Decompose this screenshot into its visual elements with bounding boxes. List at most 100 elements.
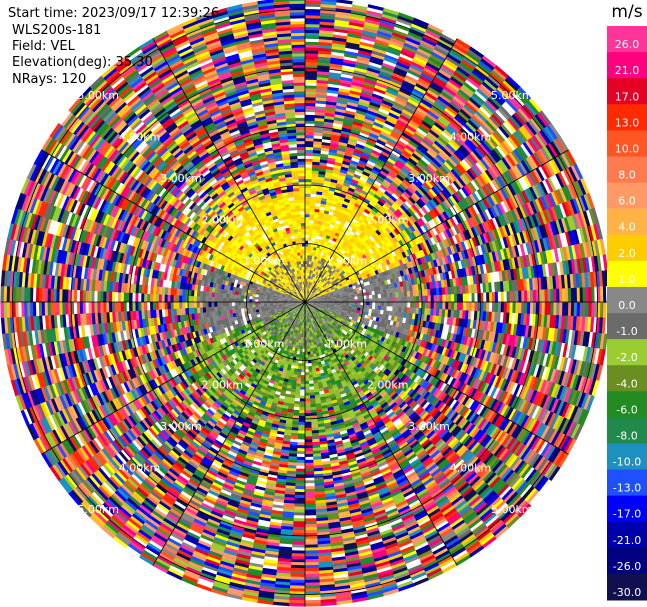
velocity-gate <box>357 403 366 410</box>
velocity-gate <box>461 407 470 418</box>
velocity-gate <box>363 413 371 420</box>
velocity-gate <box>524 487 538 503</box>
velocity-gate <box>536 407 546 423</box>
velocity-gate <box>406 453 417 462</box>
velocity-gate <box>368 386 376 393</box>
velocity-gate <box>304 383 310 388</box>
velocity-gate <box>454 391 463 402</box>
velocity-gate <box>333 315 338 319</box>
velocity-gate <box>561 387 570 403</box>
velocity-gate <box>533 364 540 378</box>
velocity-gate <box>528 337 534 351</box>
velocity-gate <box>328 304 332 307</box>
velocity-gate <box>418 552 434 562</box>
velocity-gate <box>401 486 414 496</box>
velocity-gate <box>459 302 464 311</box>
velocity-gate <box>444 309 449 318</box>
velocity-gate <box>562 302 566 317</box>
velocity-gate <box>504 471 517 485</box>
velocity-gate <box>304 602 321 607</box>
velocity-gate <box>301 360 305 364</box>
velocity-gate <box>452 413 462 424</box>
velocity-gate <box>340 408 348 414</box>
velocity-gate <box>380 446 390 454</box>
velocity-gate <box>582 331 588 347</box>
velocity-gate <box>576 302 581 317</box>
velocity-gate <box>380 494 392 502</box>
velocity-gate <box>389 373 397 381</box>
velocity-gate <box>397 539 413 549</box>
velocity-gate <box>467 440 479 452</box>
velocity-gate <box>437 555 453 566</box>
velocity-gate <box>389 413 398 421</box>
velocity-gate <box>432 388 441 398</box>
velocity-gate <box>360 424 369 431</box>
velocity-gate <box>353 312 357 316</box>
velocity-gate <box>313 313 317 317</box>
velocity-gate <box>446 540 462 551</box>
velocity-gate <box>538 302 543 315</box>
velocity-gate <box>317 313 321 317</box>
velocity-gate <box>497 402 506 416</box>
velocity-gate <box>394 531 409 541</box>
velocity-gate <box>445 450 457 462</box>
velocity-gate <box>450 425 460 436</box>
velocity-gate <box>388 441 398 450</box>
velocity-gate <box>476 529 492 542</box>
velocity-gate <box>412 415 422 425</box>
velocity-gate <box>481 371 489 383</box>
velocity-gate <box>335 317 340 322</box>
velocity-gate <box>315 315 319 319</box>
velocity-gate <box>465 410 475 422</box>
velocity-gate <box>419 354 426 363</box>
velocity-gate <box>545 381 553 396</box>
velocity-gate <box>547 327 553 342</box>
velocity-gate <box>425 567 442 578</box>
velocity-gate <box>385 350 392 357</box>
velocity-gate <box>387 484 400 493</box>
velocity-gate <box>475 504 490 517</box>
velocity-gate <box>377 335 383 341</box>
velocity-gate <box>545 340 551 355</box>
velocity-gate <box>310 304 314 307</box>
velocity-gate <box>371 473 383 480</box>
velocity-gate <box>329 311 333 315</box>
velocity-gate <box>390 429 400 438</box>
velocity-gate <box>365 418 374 425</box>
velocity-gate <box>445 366 453 376</box>
velocity-gate <box>502 312 507 324</box>
velocity-gate <box>314 312 318 316</box>
velocity-gate <box>393 529 408 538</box>
velocity-gate <box>522 336 528 350</box>
velocity-gate <box>397 390 406 398</box>
velocity-gate <box>304 380 310 385</box>
velocity-gate <box>364 346 370 353</box>
velocity-gate <box>370 399 378 406</box>
velocity-gate <box>431 515 446 526</box>
velocity-gate <box>367 330 373 336</box>
velocity-gate <box>578 361 586 377</box>
velocity-gate <box>441 347 448 356</box>
velocity-gate <box>325 317 329 321</box>
velocity-gate <box>536 339 543 353</box>
velocity-gate <box>590 332 597 349</box>
velocity-gate <box>514 347 520 360</box>
velocity-gate <box>335 310 340 313</box>
velocity-gate <box>513 358 521 372</box>
velocity-gate <box>339 303 344 307</box>
velocity-gate <box>437 442 448 453</box>
velocity-gate <box>375 302 379 306</box>
velocity-gate <box>526 403 536 417</box>
velocity-gate <box>455 526 471 539</box>
velocity-gate <box>314 312 317 316</box>
velocity-gate <box>304 386 310 391</box>
velocity-gate <box>327 306 332 309</box>
velocity-gate <box>568 344 575 360</box>
velocity-gate <box>457 463 469 475</box>
velocity-gate <box>421 302 426 309</box>
velocity-gate <box>386 510 400 519</box>
velocity-gate <box>418 436 429 446</box>
velocity-gate <box>472 443 483 456</box>
velocity-gate <box>334 302 338 304</box>
velocity-gate <box>394 420 403 428</box>
